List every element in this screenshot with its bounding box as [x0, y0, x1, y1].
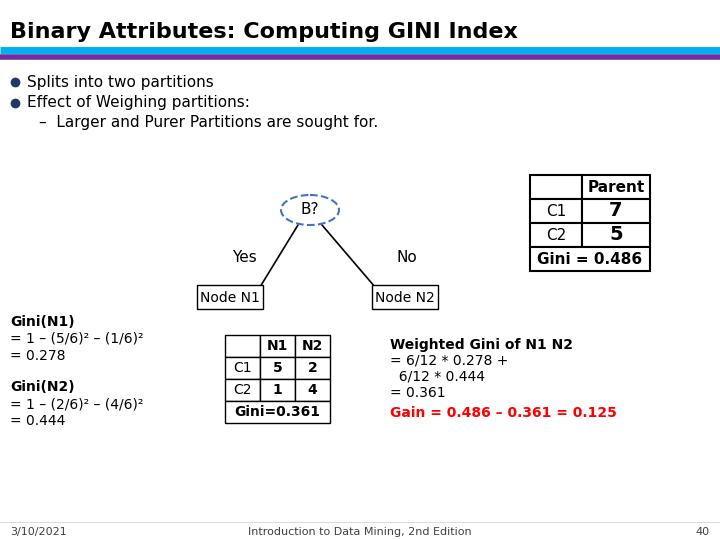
Text: C2: C2: [546, 227, 566, 242]
Text: No: No: [397, 251, 418, 266]
Text: = 1 – (2/6)² – (4/6)²: = 1 – (2/6)² – (4/6)²: [10, 397, 143, 411]
Bar: [582, 199, 650, 223]
Bar: [225, 335, 260, 357]
Text: 2: 2: [307, 361, 318, 375]
Text: N2: N2: [302, 339, 323, 353]
Bar: [530, 223, 582, 247]
Text: 7: 7: [609, 201, 623, 220]
Text: 3/10/2021: 3/10/2021: [10, 527, 67, 537]
Text: Splits into two partitions: Splits into two partitions: [27, 75, 214, 90]
Bar: [197, 285, 263, 309]
Bar: [225, 357, 260, 379]
Text: 4: 4: [307, 383, 318, 397]
Text: C2: C2: [233, 383, 252, 397]
Text: Yes: Yes: [232, 251, 257, 266]
Text: Gini(N2): Gini(N2): [10, 380, 75, 394]
Bar: [295, 335, 330, 357]
Text: –  Larger and Purer Partitions are sought for.: – Larger and Purer Partitions are sought…: [39, 114, 378, 130]
Bar: [582, 223, 650, 247]
Text: Parent: Parent: [588, 179, 644, 194]
Text: Binary Attributes: Computing GINI Index: Binary Attributes: Computing GINI Index: [10, 22, 518, 42]
Bar: [260, 357, 295, 379]
Bar: [530, 175, 582, 199]
Bar: [260, 379, 295, 401]
Text: Introduction to Data Mining, 2nd Edition: Introduction to Data Mining, 2nd Edition: [248, 527, 472, 537]
Text: 5: 5: [273, 361, 282, 375]
Bar: [582, 175, 650, 199]
Text: C1: C1: [546, 204, 566, 219]
Text: = 1 – (5/6)² – (1/6)²: = 1 – (5/6)² – (1/6)²: [10, 332, 143, 346]
Text: Gini(N1): Gini(N1): [10, 315, 75, 329]
Text: = 0.361: = 0.361: [390, 386, 446, 400]
Text: Gain = 0.486 – 0.361 = 0.125: Gain = 0.486 – 0.361 = 0.125: [390, 406, 617, 420]
Text: Node N1: Node N1: [200, 291, 260, 305]
Text: 40: 40: [696, 527, 710, 537]
Text: = 0.444: = 0.444: [10, 414, 66, 428]
Text: 6/12 * 0.444: 6/12 * 0.444: [390, 370, 485, 384]
Bar: [295, 357, 330, 379]
Text: = 0.278: = 0.278: [10, 349, 66, 363]
Bar: [260, 335, 295, 357]
Bar: [295, 379, 330, 401]
Bar: [372, 285, 438, 309]
Text: 1: 1: [273, 383, 282, 397]
Text: Weighted Gini of N1 N2: Weighted Gini of N1 N2: [390, 338, 573, 352]
Text: Effect of Weighing partitions:: Effect of Weighing partitions:: [27, 96, 250, 111]
Text: N1: N1: [267, 339, 288, 353]
Text: Node N2: Node N2: [375, 291, 435, 305]
Text: Gini = 0.486: Gini = 0.486: [537, 252, 642, 267]
Bar: [530, 199, 582, 223]
Text: Gini=0.361: Gini=0.361: [235, 405, 320, 419]
Text: 5: 5: [609, 226, 623, 245]
Text: C1: C1: [233, 361, 252, 375]
Bar: [530, 247, 650, 271]
Text: = 6/12 * 0.278 +: = 6/12 * 0.278 +: [390, 354, 508, 368]
Text: B?: B?: [301, 202, 319, 218]
Bar: [225, 401, 330, 423]
Bar: [225, 379, 260, 401]
